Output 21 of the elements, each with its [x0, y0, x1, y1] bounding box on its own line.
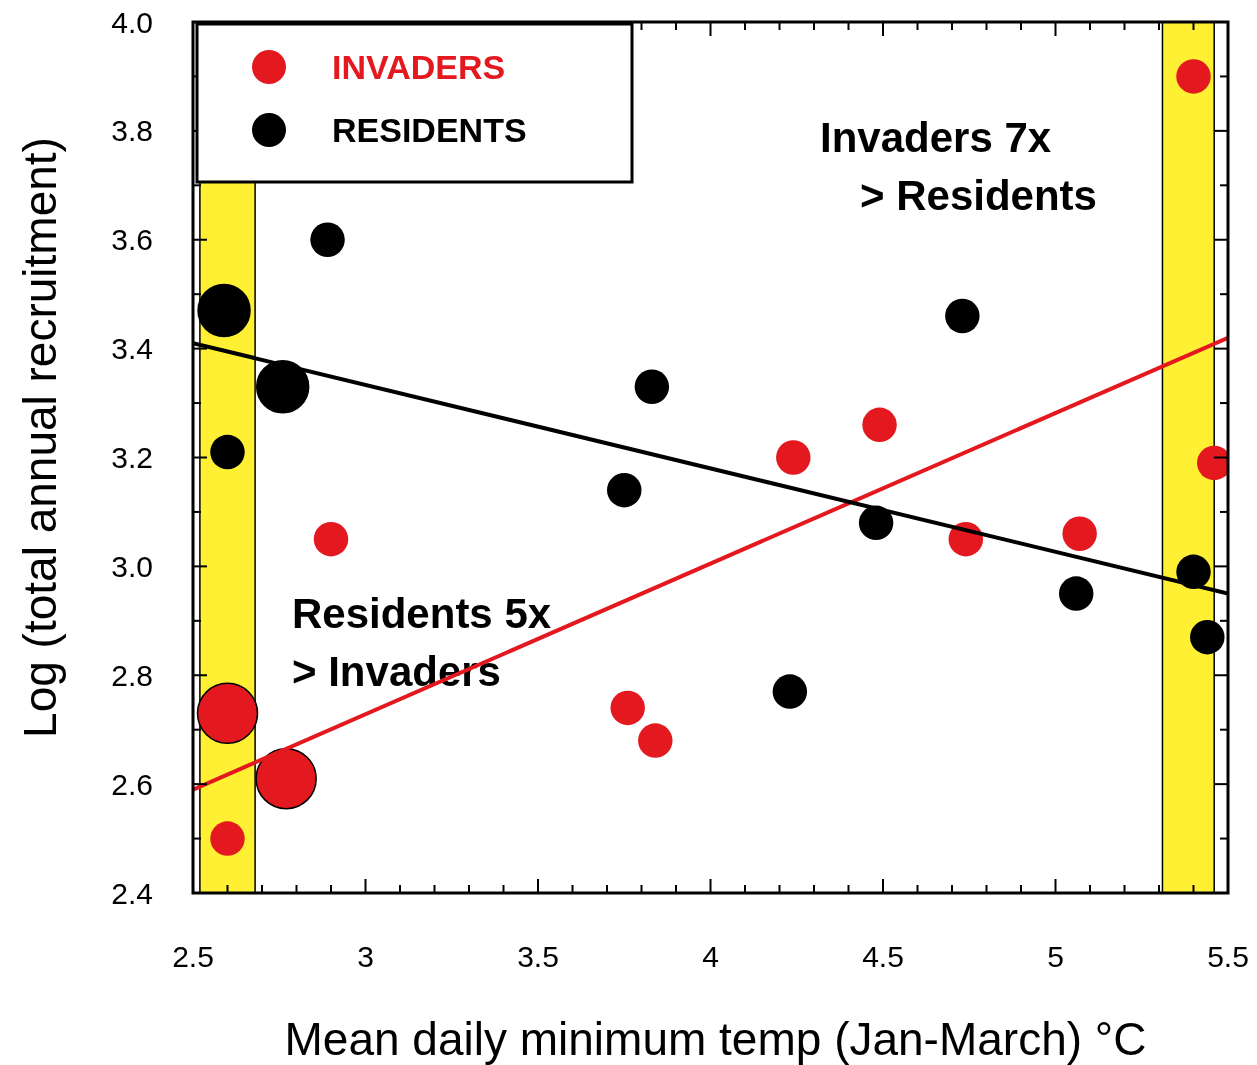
x-tick-label: 3.5	[517, 940, 559, 973]
y-tick-label: 3.8	[111, 114, 153, 148]
y-axis-title: Log (total annual recruitment)	[14, 137, 66, 738]
x-tick-label: 4.5	[862, 940, 904, 973]
y-tick-label: 3.6	[111, 223, 153, 257]
legend-label: INVADERS	[332, 47, 506, 86]
y-tick-label: 2.6	[111, 767, 153, 801]
x-tick-label: 5.5	[1207, 940, 1249, 973]
y-tick-label: 2.8	[111, 658, 153, 692]
x-axis-title: Mean daily minimum temp (Jan-March) °C	[284, 1013, 1147, 1065]
y-tick-label: 2.4	[111, 876, 153, 910]
annotation: Invaders 7x > Residents	[820, 114, 1097, 219]
y-tick-label: 3.2	[111, 441, 153, 474]
y-tick-label: 3.0	[111, 549, 153, 583]
y-tick-label: 4.0	[111, 5, 153, 39]
x-tick-label: 4	[702, 940, 719, 973]
x-tick-label: 3	[357, 940, 374, 973]
x-tick-label: 5	[1047, 940, 1064, 973]
x-tick-label: 2.5	[172, 940, 214, 973]
y-tick-label: 3.4	[111, 332, 153, 366]
legend-label: RESIDENTS	[332, 110, 527, 149]
